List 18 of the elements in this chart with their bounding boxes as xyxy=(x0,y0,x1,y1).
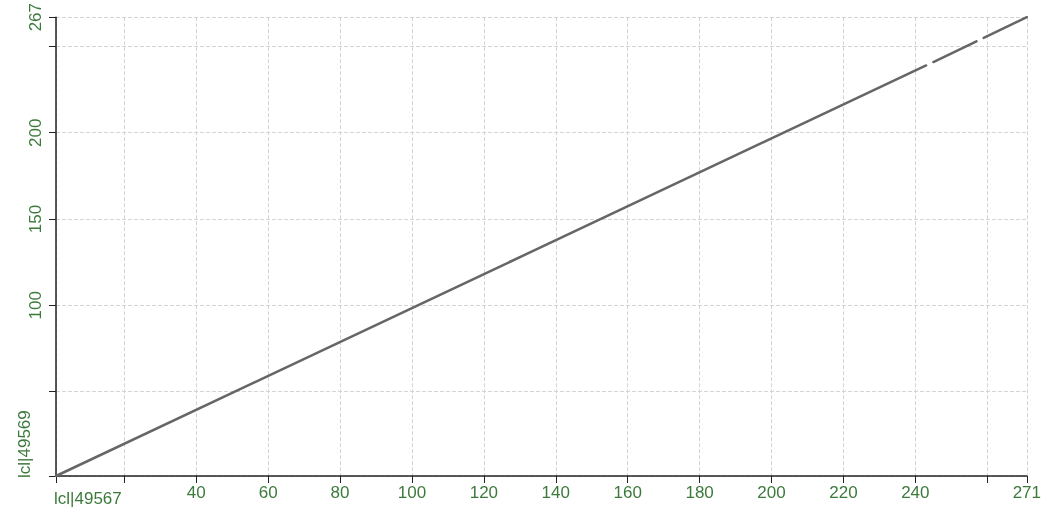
x-tick-label: 160 xyxy=(613,483,642,502)
y-tick-label: 100 xyxy=(26,291,45,320)
y-tick-label: 200 xyxy=(26,118,45,147)
x-tick-label: 100 xyxy=(397,483,427,502)
x-tick-label: 120 xyxy=(469,483,499,502)
x-tick-label: 180 xyxy=(685,483,714,502)
x-tick-label: 140 xyxy=(541,483,570,502)
x-tick-label: 60 xyxy=(258,483,278,502)
x-axis-title: lcl|49567 xyxy=(54,489,122,508)
x-tick-label: 40 xyxy=(186,483,206,502)
x-tick-label: 80 xyxy=(330,483,350,502)
y-axis-title: lcl|49569 xyxy=(15,410,34,478)
x-tick-label: 240 xyxy=(901,483,930,502)
y-tick-label: 267 xyxy=(26,2,45,32)
x-tick-label: 200 xyxy=(757,483,786,502)
y-tick-label: 150 xyxy=(26,204,45,234)
x-tick-label: 220 xyxy=(829,483,858,502)
x-tick-label: 271 xyxy=(1012,483,1042,502)
